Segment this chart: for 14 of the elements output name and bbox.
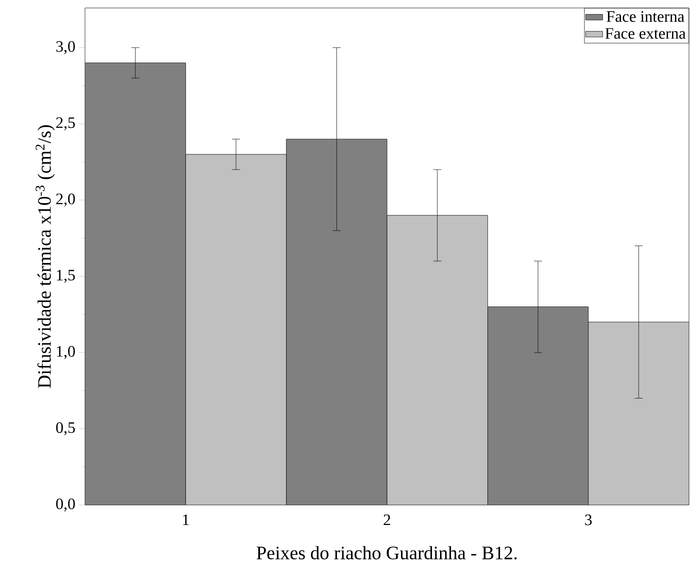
x-tick-label: 2 [384,514,390,526]
y-tick-label: 1,5 [56,270,75,283]
y-tick-label: 0,5 [56,422,75,436]
y-tick-label: 0,0 [56,498,75,512]
y-axis-title: Difusividade térmica x10$^{-3}$ (cm$^{2}$/s) [36,125,55,388]
legend-label: Face interna [606,11,684,22]
y-tick-label: 1,0 [56,346,75,360]
y-tick-label: 3,0 [56,41,75,54]
legend-label: Face externa [605,28,686,39]
y-tick-label: 2,5 [56,117,75,130]
x-tick-label: 1 [183,514,189,526]
x-axis-title: Peixes do riacho Guardinha - B12. [256,546,517,560]
y-tick-label: 2,0 [56,194,75,207]
x-tick-label: 3 [585,514,592,526]
